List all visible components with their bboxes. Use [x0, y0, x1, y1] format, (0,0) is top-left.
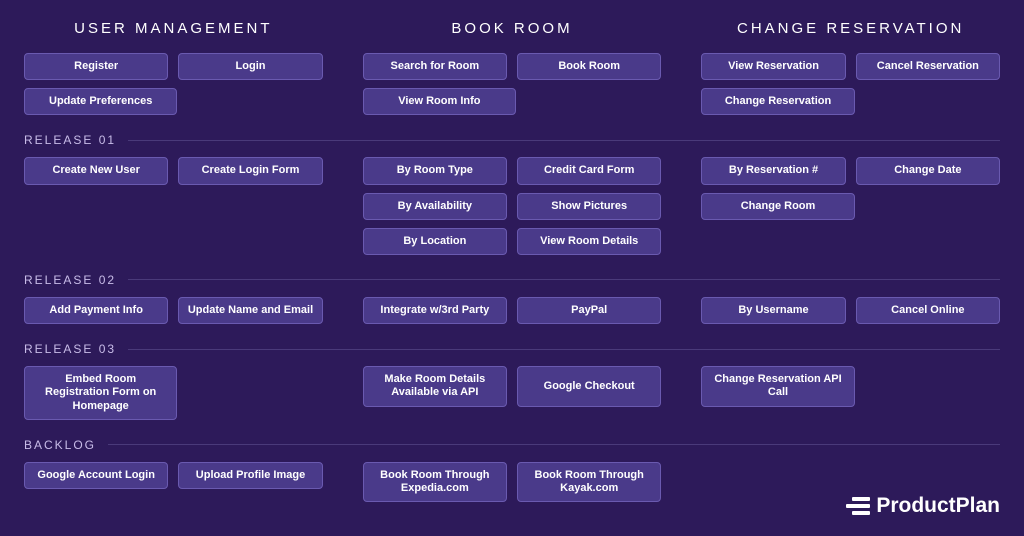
column-user-management: USER MANAGEMENT Register Login Update Pr… — [24, 20, 323, 123]
card-room-details-api[interactable]: Make Room Details Available via API — [363, 366, 507, 406]
card-book-expedia[interactable]: Book Room Through Expedia.com — [363, 462, 507, 502]
card-by-location[interactable]: By Location — [363, 228, 507, 255]
epic-header-row: USER MANAGEMENT Register Login Update Pr… — [24, 20, 1000, 123]
card-by-username[interactable]: By Username — [701, 297, 845, 324]
card-integrate-3rd-party[interactable]: Integrate w/3rd Party — [363, 297, 507, 324]
epic-register[interactable]: Register — [24, 53, 168, 80]
card-change-date[interactable]: Change Date — [856, 157, 1000, 184]
release-03-label: RELEASE 03 — [24, 342, 1000, 356]
card-by-reservation-number[interactable]: By Reservation # — [701, 157, 845, 184]
epic-search-for-room[interactable]: Search for Room — [363, 53, 507, 80]
column-title-user-management: USER MANAGEMENT — [24, 20, 323, 37]
card-book-kayak[interactable]: Book Room Through Kayak.com — [517, 462, 661, 502]
card-show-pictures[interactable]: Show Pictures — [517, 193, 661, 220]
epic-view-reservation[interactable]: View Reservation — [701, 53, 845, 80]
backlog-text: BACKLOG — [24, 438, 96, 452]
card-credit-card-form[interactable]: Credit Card Form — [517, 157, 661, 184]
epic-book-room[interactable]: Book Room — [517, 53, 661, 80]
release-03-grid: Embed Room Registration Form on Homepage… — [24, 366, 1000, 428]
epic-update-preferences[interactable]: Update Preferences — [24, 88, 177, 115]
card-change-reservation-api[interactable]: Change Reservation API Call — [701, 366, 854, 406]
column-change-reservation: CHANGE RESERVATION View Reservation Canc… — [701, 20, 1000, 123]
release-03-text: RELEASE 03 — [24, 342, 116, 356]
card-create-new-user[interactable]: Create New User — [24, 157, 168, 184]
epic-change-reservation[interactable]: Change Reservation — [701, 88, 854, 115]
column-book-room: BOOK ROOM Search for Room Book Room View… — [363, 20, 662, 123]
card-create-login-form[interactable]: Create Login Form — [178, 157, 322, 184]
backlog-label: BACKLOG — [24, 438, 1000, 452]
productplan-logo: ProductPlan — [846, 494, 1000, 518]
productplan-logo-text: ProductPlan — [876, 494, 1000, 518]
card-paypal[interactable]: PayPal — [517, 297, 661, 324]
epic-login[interactable]: Login — [178, 53, 322, 80]
card-by-availability[interactable]: By Availability — [363, 193, 507, 220]
card-google-account-login[interactable]: Google Account Login — [24, 462, 168, 489]
release-01-label: RELEASE 01 — [24, 133, 1000, 147]
card-embed-room-registration[interactable]: Embed Room Registration Form on Homepage — [24, 366, 177, 420]
epic-cancel-reservation[interactable]: Cancel Reservation — [856, 53, 1000, 80]
card-update-name-email[interactable]: Update Name and Email — [178, 297, 322, 324]
productplan-logo-icon — [846, 497, 870, 515]
release-02-label: RELEASE 02 — [24, 273, 1000, 287]
card-cancel-online[interactable]: Cancel Online — [856, 297, 1000, 324]
epic-view-room-info[interactable]: View Room Info — [363, 88, 516, 115]
card-change-room[interactable]: Change Room — [701, 193, 854, 220]
card-by-room-type[interactable]: By Room Type — [363, 157, 507, 184]
card-add-payment-info[interactable]: Add Payment Info — [24, 297, 168, 324]
release-01-text: RELEASE 01 — [24, 133, 116, 147]
column-title-book-room: BOOK ROOM — [363, 20, 662, 37]
card-upload-profile-image[interactable]: Upload Profile Image — [178, 462, 322, 489]
card-google-checkout[interactable]: Google Checkout — [517, 366, 661, 406]
column-title-change-reservation: CHANGE RESERVATION — [701, 20, 1000, 37]
release-02-grid: Add Payment Info Update Name and Email I… — [24, 297, 1000, 332]
card-view-room-details[interactable]: View Room Details — [517, 228, 661, 255]
release-02-text: RELEASE 02 — [24, 273, 116, 287]
release-01-grid: Create New User Create Login Form By Roo… — [24, 157, 1000, 263]
